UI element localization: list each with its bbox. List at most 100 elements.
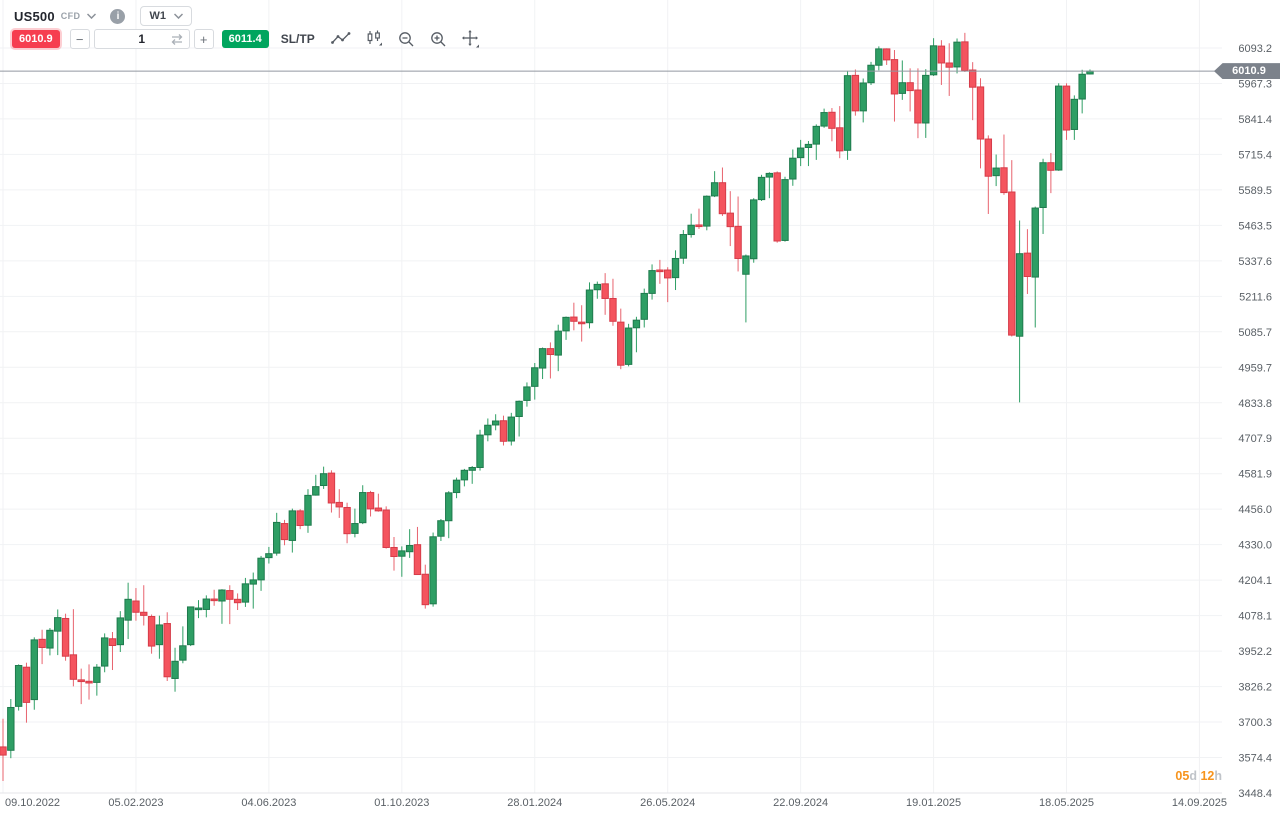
candle-down	[937, 40, 946, 85]
y-axis-label: 5715.4	[1238, 149, 1272, 161]
volume-value: 1	[138, 32, 145, 46]
countdown-days: 05	[1175, 769, 1190, 783]
candle-up	[593, 281, 602, 299]
candle-up	[531, 362, 539, 400]
sltp-button[interactable]: SL/TP	[280, 32, 315, 46]
candle-down	[734, 196, 742, 272]
x-axis-label: 18.05.2025	[1039, 797, 1094, 809]
symbol-dropdown-chevron-icon[interactable]	[87, 13, 97, 19]
candle-down	[1047, 153, 1055, 194]
y-axis-label: 5463.5	[1238, 220, 1272, 232]
candle-up	[273, 512, 281, 556]
candle-up	[304, 489, 312, 533]
buy-price-button[interactable]: 6011.4	[221, 30, 269, 48]
y-axis-label: 5967.3	[1238, 78, 1272, 90]
candle-down	[22, 662, 31, 723]
candle-down	[374, 493, 383, 512]
candle-down	[390, 537, 398, 571]
candle-down	[233, 593, 242, 611]
candle-up	[100, 633, 109, 673]
candle-up	[671, 250, 680, 291]
candle-down	[718, 167, 727, 216]
y-axis-label: 4330.0	[1238, 540, 1272, 552]
candle-up	[898, 60, 906, 100]
candle-countdown: 05d 12h	[0, 769, 1222, 783]
candle-down	[882, 48, 891, 65]
candle-down	[601, 273, 609, 315]
candle-up	[445, 491, 453, 539]
candle-up	[523, 382, 531, 407]
sell-price-button[interactable]: 6010.9	[12, 30, 60, 48]
zoom-in-icon[interactable]	[430, 31, 447, 48]
swap-units-icon[interactable]	[170, 33, 184, 51]
volume-input[interactable]: 1	[93, 29, 190, 51]
y-axis-label: 4959.7	[1238, 362, 1272, 374]
candle-up	[398, 546, 406, 577]
candle-down	[906, 68, 914, 112]
info-icon[interactable]: i	[110, 8, 126, 24]
candle-up	[929, 38, 938, 76]
candle-down	[147, 614, 156, 654]
y-axis-label: 4581.9	[1238, 469, 1272, 481]
timeframe-select[interactable]: W1	[140, 6, 192, 26]
candle-up	[1078, 69, 1086, 114]
candle-down	[914, 68, 922, 139]
candle-down	[961, 32, 969, 72]
candle-up	[491, 414, 500, 431]
candle-up	[186, 606, 195, 647]
candle-up	[687, 213, 695, 238]
candle-up	[765, 172, 774, 199]
x-axis-label: 09.10.2022	[5, 797, 60, 809]
y-axis-label: 4204.1	[1238, 575, 1272, 587]
candle-up	[218, 589, 226, 624]
candle-up	[585, 282, 594, 329]
x-axis-label: 19.01.2025	[906, 797, 961, 809]
y-axis-label: 5589.5	[1238, 185, 1272, 197]
zoom-out-icon[interactable]	[398, 31, 415, 48]
y-axis-label: 5085.7	[1238, 327, 1272, 339]
volume-increase-button[interactable]: +	[193, 29, 214, 49]
candle-up	[781, 176, 789, 242]
candle-up	[1086, 69, 1094, 75]
volume-decrease-button[interactable]: −	[69, 29, 90, 49]
candle-up	[992, 154, 1000, 187]
candle-up	[484, 418, 492, 442]
candle-up	[640, 288, 648, 328]
candle-up	[859, 78, 867, 123]
candle-up	[1039, 158, 1047, 234]
candle-up	[14, 664, 23, 711]
candle-down	[499, 415, 508, 446]
candle-up	[241, 577, 250, 607]
y-axis-label: 4456.0	[1238, 504, 1272, 516]
candle-up	[632, 316, 641, 353]
candle-up	[648, 264, 656, 300]
y-axis-label: 3952.2	[1238, 646, 1272, 658]
candle-up	[179, 626, 187, 664]
x-axis-label: 04.06.2023	[241, 797, 296, 809]
candle-up	[429, 532, 437, 607]
candle-up	[171, 647, 179, 692]
pan-crosshair-icon[interactable]	[461, 30, 480, 48]
candlestick-chart-type-icon[interactable]	[366, 30, 383, 48]
candle-up	[515, 400, 523, 437]
candle-down	[1023, 229, 1032, 294]
candle-up	[1015, 220, 1024, 403]
candle-down	[210, 589, 218, 606]
candle-down	[335, 489, 343, 518]
x-axis-label: 05.02.2023	[108, 797, 163, 809]
candle-down	[577, 305, 586, 342]
candle-up	[843, 70, 852, 160]
candle-down	[226, 585, 234, 625]
candle-up	[476, 429, 484, 471]
y-axis-label: 3826.2	[1238, 682, 1272, 694]
line-chart-icon[interactable]	[330, 31, 351, 47]
candle-up	[867, 61, 875, 85]
candle-up	[875, 46, 883, 71]
candle-down	[1000, 134, 1008, 195]
y-axis-label: 3700.3	[1238, 717, 1272, 729]
candle-up	[54, 609, 62, 656]
volume-stepper: − 1 +	[69, 29, 214, 51]
x-axis-label: 22.09.2024	[773, 797, 828, 809]
